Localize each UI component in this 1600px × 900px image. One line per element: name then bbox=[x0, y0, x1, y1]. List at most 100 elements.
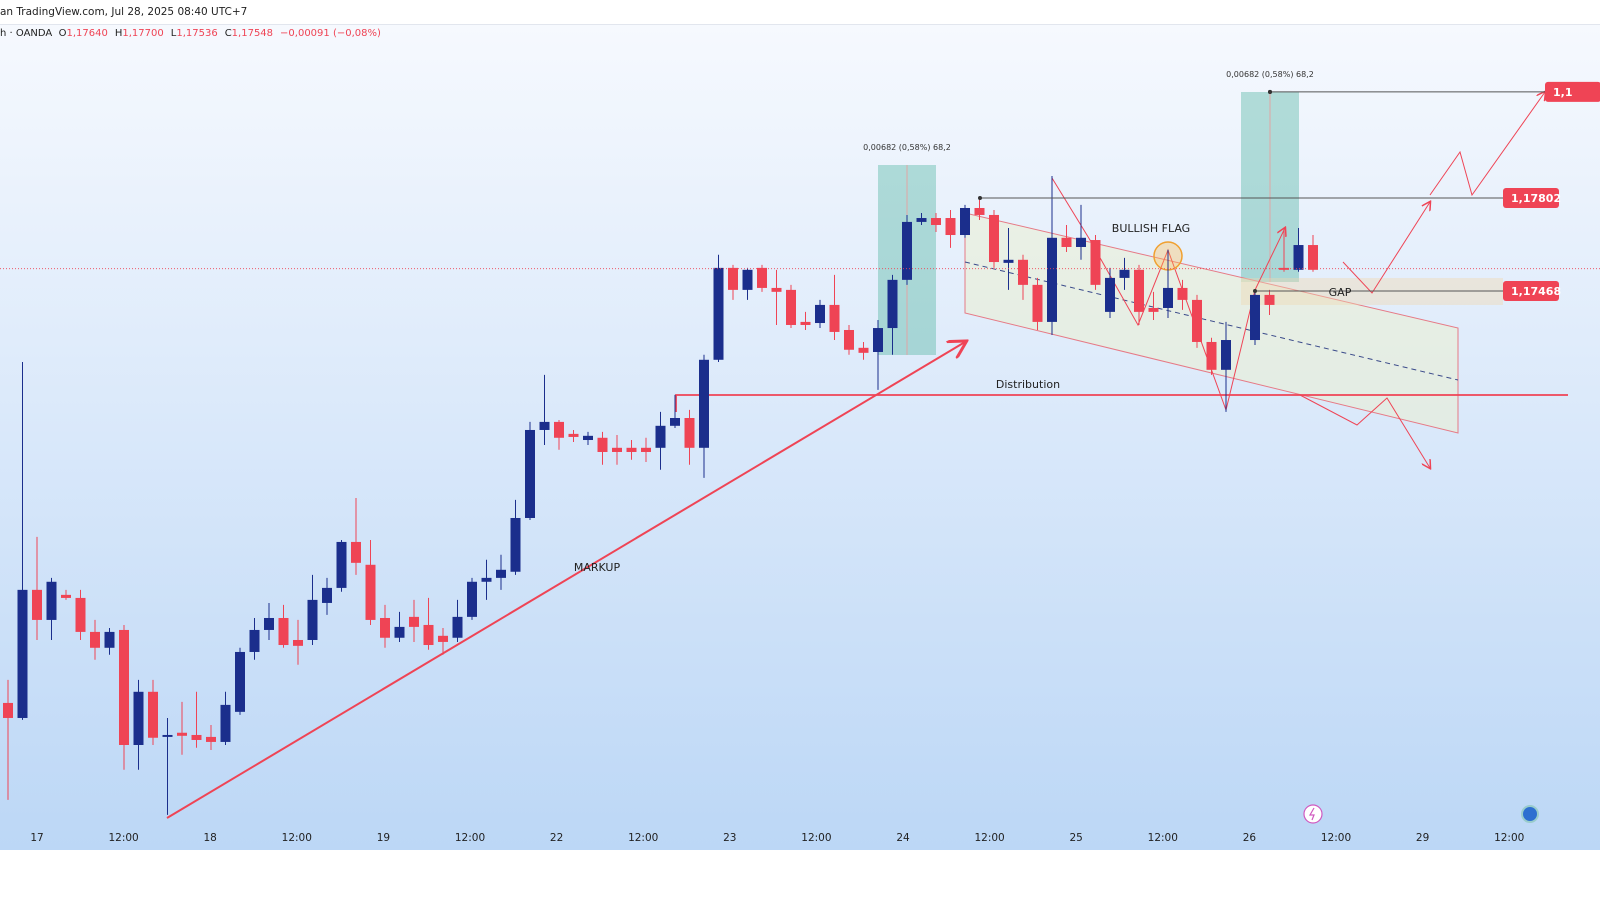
candle-body bbox=[90, 631, 100, 648]
candle-body bbox=[844, 329, 854, 350]
candle-body bbox=[438, 635, 448, 642]
legend: h · OANDA O1,17640 H1,17700 L1,17536 C1,175… bbox=[0, 28, 388, 39]
candle-body bbox=[757, 267, 767, 288]
annotation: BULLISH FLAG bbox=[1112, 222, 1190, 235]
ohlc-prefix: O bbox=[58, 28, 67, 39]
candle-body bbox=[1264, 294, 1275, 305]
candle-body bbox=[1105, 277, 1115, 312]
x-tick-label: 26 bbox=[1243, 832, 1257, 844]
candle-body bbox=[133, 691, 144, 745]
candle-body bbox=[916, 218, 927, 222]
candle-body bbox=[1293, 245, 1304, 270]
candle-body bbox=[626, 447, 637, 452]
candle-body bbox=[293, 639, 303, 646]
footer bbox=[0, 850, 1600, 900]
ohlc-value: 1,17548 bbox=[231, 28, 274, 39]
x-tick-label: 24 bbox=[896, 832, 910, 844]
plot-bg bbox=[0, 24, 1600, 850]
candle-body bbox=[1221, 340, 1231, 370]
candle-body bbox=[887, 279, 898, 329]
candle-body bbox=[1148, 307, 1159, 312]
candle-body bbox=[3, 702, 13, 718]
candle-body bbox=[1076, 237, 1086, 247]
candle-body bbox=[510, 517, 521, 572]
event-icon-glyph bbox=[1308, 807, 1315, 821]
candle-body bbox=[365, 564, 376, 620]
candle-body bbox=[728, 267, 738, 290]
projection-down bbox=[1299, 394, 1430, 468]
projection bbox=[1342, 202, 1430, 294]
candle-body bbox=[1308, 245, 1318, 270]
level-label: 1,17802 bbox=[1511, 192, 1561, 205]
ohlc-value: 1,17640 bbox=[66, 28, 108, 39]
candle-body bbox=[104, 631, 115, 648]
ohlc-value: 1,17700 bbox=[122, 28, 164, 39]
candle-body bbox=[46, 581, 57, 620]
candle-body bbox=[119, 629, 129, 745]
candle-body bbox=[1206, 341, 1217, 370]
candle-body bbox=[945, 218, 956, 236]
x-tick-label: 23 bbox=[723, 832, 736, 844]
markup-line bbox=[166, 342, 965, 819]
candle-body bbox=[75, 597, 86, 632]
candle-body bbox=[191, 734, 202, 740]
levels: 1,1 1,17802 1,17468 bbox=[0, 81, 1600, 301]
candle-body bbox=[1003, 259, 1014, 263]
candle-body bbox=[858, 347, 869, 353]
candle-body bbox=[989, 214, 999, 263]
candle-body bbox=[786, 289, 796, 325]
candle-body bbox=[481, 577, 492, 582]
level-badge bbox=[1503, 280, 1559, 301]
candle-body bbox=[641, 447, 651, 452]
candle-body bbox=[815, 304, 825, 324]
distribution-line bbox=[675, 394, 1568, 412]
candle-body bbox=[554, 421, 564, 438]
event-icon bbox=[1521, 805, 1539, 823]
projection bbox=[1429, 92, 1545, 197]
candle-body bbox=[800, 321, 811, 325]
x-tick-label: 12:00 bbox=[108, 832, 138, 844]
header: an TradingView.com, Jul 28, 2025 08:40 U… bbox=[0, 0, 1600, 25]
level-badge bbox=[1545, 81, 1600, 102]
x-tick-label: 12:00 bbox=[628, 832, 658, 844]
candle-body bbox=[249, 629, 260, 652]
candle-body bbox=[1192, 299, 1202, 342]
x-tick-label: 25 bbox=[1070, 832, 1083, 844]
candle-body bbox=[684, 418, 695, 448]
level-label: 1,17468 bbox=[1511, 285, 1561, 298]
level-badge bbox=[1503, 187, 1559, 208]
gap-zone bbox=[1241, 278, 1503, 305]
candle-body bbox=[380, 617, 390, 638]
candle-body bbox=[17, 589, 28, 718]
candle-body bbox=[597, 437, 608, 452]
candle-body bbox=[612, 447, 622, 452]
ohlc-prefix: H bbox=[114, 28, 123, 39]
candle-body bbox=[32, 589, 42, 620]
candle-body bbox=[1047, 237, 1057, 322]
candle-body bbox=[568, 433, 579, 437]
ohlc-prefix: C bbox=[224, 28, 232, 39]
candle-body bbox=[974, 207, 985, 215]
x-tick-label: 12:00 bbox=[1148, 832, 1178, 844]
x-tick-label: 12:00 bbox=[801, 832, 831, 844]
candle-body bbox=[235, 651, 245, 712]
candle-body bbox=[278, 617, 289, 646]
measure-label: 0,00682 (0,58%) 68,2 bbox=[1226, 70, 1314, 79]
candle-body bbox=[670, 418, 680, 426]
change: −0,00091 (−0,08%) bbox=[280, 28, 381, 39]
candle-body bbox=[1177, 287, 1188, 300]
candle-body bbox=[1250, 294, 1260, 341]
annotation: MARKUP bbox=[574, 561, 621, 574]
candle-body bbox=[1032, 284, 1043, 322]
x-tick-label: 12:00 bbox=[282, 832, 312, 844]
candle-body bbox=[148, 691, 158, 738]
candle-body bbox=[1018, 259, 1028, 285]
candle-body bbox=[699, 359, 709, 448]
candle-body bbox=[713, 267, 724, 360]
candle-body bbox=[873, 328, 883, 352]
x-tick-label: 12:00 bbox=[1494, 832, 1524, 844]
candle-body bbox=[351, 541, 361, 563]
candle-body bbox=[583, 435, 593, 441]
candle-body bbox=[336, 541, 347, 588]
